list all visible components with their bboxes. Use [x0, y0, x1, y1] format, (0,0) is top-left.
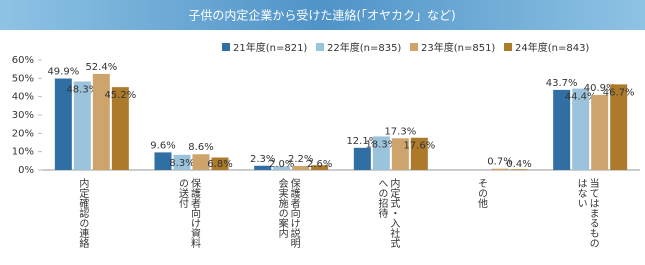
y-tick-label: 40%	[12, 92, 34, 103]
value-label: 12.1%	[346, 136, 378, 147]
legend-label: 21年度(n=821)	[233, 41, 307, 54]
x-tick-label: 当てはまるものはない	[575, 178, 599, 248]
bar	[353, 147, 371, 170]
bar	[610, 84, 628, 170]
value-label: 0.7%	[487, 157, 512, 168]
legend-label: 24年度(n=843)	[515, 41, 589, 54]
y-tick-label: 20%	[12, 128, 34, 139]
value-label: 9.6%	[150, 140, 175, 151]
bar	[273, 166, 291, 170]
bar	[73, 81, 91, 170]
bar	[211, 157, 229, 170]
bar	[173, 154, 191, 170]
y-tick-label: 0%	[18, 165, 34, 176]
value-label: 8.3%	[169, 158, 194, 169]
legend-label: 22年度(n=835)	[327, 41, 401, 54]
bar	[410, 137, 428, 170]
legend-label: 23年度(n=851)	[421, 41, 495, 54]
value-label: 52.4%	[85, 62, 117, 73]
value-label: 43.7%	[546, 78, 578, 89]
value-label: 46.7%	[603, 87, 635, 98]
value-label: 2.0%	[269, 159, 294, 170]
value-label: 2.2%	[288, 154, 313, 165]
bar	[54, 78, 72, 170]
bar	[111, 87, 129, 170]
legend-swatch	[504, 43, 512, 51]
bar	[591, 95, 609, 170]
y-tick-label: 60%	[12, 55, 34, 66]
value-label: 0.4%	[506, 159, 531, 170]
x-tick-label: 保護者向け説明会実施の案内	[276, 178, 300, 248]
bar	[572, 88, 590, 170]
x-tick-label: その他	[475, 178, 487, 208]
y-tick-label: 50%	[12, 73, 34, 84]
value-label: 44.4%	[565, 92, 597, 103]
legend-swatch	[410, 43, 418, 51]
value-label: 40.9%	[584, 83, 616, 94]
bar	[192, 154, 210, 170]
value-label: 8.6%	[188, 142, 213, 153]
x-tick-label: 内定確認の連絡	[76, 178, 88, 248]
value-label: 18.3%	[365, 139, 397, 150]
bar	[292, 165, 310, 170]
bar	[491, 168, 509, 170]
bar	[154, 152, 172, 170]
value-label: 49.9%	[47, 67, 79, 78]
bar	[372, 136, 390, 170]
value-label: 45.2%	[104, 90, 136, 101]
legend-swatch	[222, 43, 230, 51]
value-label: 17.3%	[384, 126, 416, 137]
bar	[92, 73, 110, 170]
x-tick-label: 保護者向け資料の送付	[176, 178, 200, 248]
value-label: 17.6%	[403, 141, 435, 152]
bar	[254, 165, 272, 170]
x-tick-label: 内定式・入社式への招待	[375, 178, 399, 248]
value-label: 2.6%	[307, 159, 332, 170]
bar	[391, 138, 409, 170]
bar	[510, 169, 528, 170]
value-label: 2.3%	[250, 154, 275, 165]
chart-title: 子供の内定企業から受けた連絡(「オヤカク」など)	[188, 8, 455, 23]
value-label: 48.3%	[66, 84, 98, 95]
legend-swatch	[316, 43, 324, 51]
bar	[553, 89, 571, 170]
y-tick-label: 30%	[12, 110, 34, 121]
y-tick-label: 10%	[12, 147, 34, 158]
value-label: 6.8%	[207, 159, 232, 170]
bar	[311, 165, 329, 170]
title-band	[0, 0, 645, 30]
